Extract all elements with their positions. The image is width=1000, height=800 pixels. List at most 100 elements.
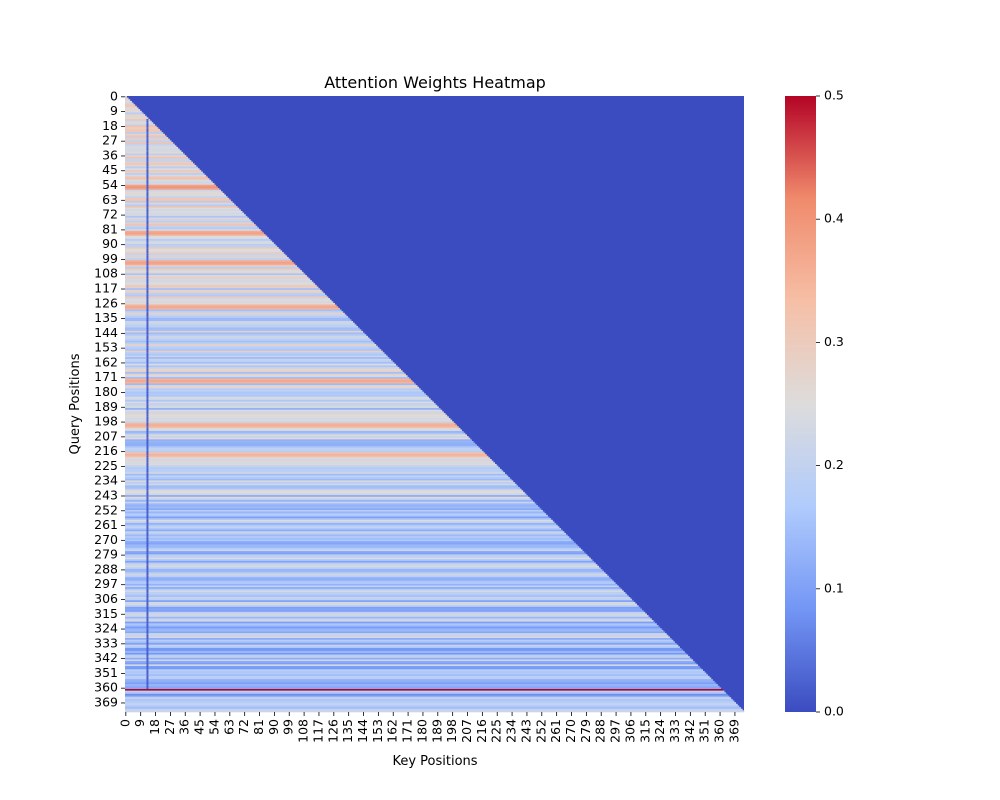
heatmap-low-cell [146,577,149,580]
heatmap-low-cell [146,685,149,688]
heatmap-low-cell [146,140,149,143]
heatmap-row [125,367,400,369]
y-tick-label: 342 [94,650,118,665]
heatmap-low-cell [146,537,149,540]
heatmap-low-cell [146,370,149,373]
heatmap-row [125,380,413,383]
heatmap-row [125,283,316,286]
heatmap-low-cell [146,210,149,213]
heatmap-low-cell [146,363,149,366]
heatmap-row [125,532,567,535]
heatmap-row [125,334,367,337]
heatmap-low-cell [146,192,149,195]
heatmap-low-cell [146,380,149,383]
heatmap-low-cell [146,629,149,632]
heatmap-low-cell [146,457,149,460]
heatmap-row [125,388,421,391]
heatmap-low-cell [146,574,149,576]
heatmap-row [125,373,406,376]
heatmap-row [125,465,499,468]
heatmap-low-cell [146,585,149,588]
heatmap-low-cell [146,404,149,407]
heatmap-row [125,368,401,371]
heatmap-row [125,220,253,223]
heatmap-row [125,233,266,236]
heatmap-row [125,353,387,356]
y-tick-label: 126 [94,295,118,310]
heatmap-low-cell [146,429,149,432]
heatmap-row [125,214,246,217]
heatmap-row [125,161,193,164]
heatmap-low-cell [146,562,149,565]
heatmap-low-cell [146,373,149,376]
heatmap-low-cell [146,421,149,424]
heatmap-row [125,304,337,307]
heatmap-low-cell [146,189,149,192]
x-tick-label: 108 [296,719,311,743]
heatmap-row [125,143,175,146]
heatmap-low-cell [146,278,149,281]
heatmap-row [125,127,159,130]
heatmap-low-cell [146,667,149,670]
heatmap-low-cell [146,187,149,190]
heatmap-row [125,421,454,424]
heatmap-row [125,519,553,522]
heatmap-low-cell [146,194,149,197]
heatmap-row [125,587,621,590]
heatmap-row [125,534,568,537]
heatmap-low-cell [146,294,149,297]
heatmap-row [125,582,616,585]
heatmap-low-cell [146,680,149,683]
heatmap-low-cell [146,662,149,665]
heatmap-low-cell [146,388,149,391]
y-tick-label: 306 [94,591,118,606]
heatmap-low-cell [146,238,149,241]
heatmap-row [125,611,646,614]
heatmap-row [125,261,294,264]
colorbar-tick-label: 0.5 [824,88,844,103]
heatmap-low-cell [146,347,149,350]
heatmap-row [125,416,449,419]
heatmap-row [125,271,304,274]
heatmap-row [125,381,415,384]
heatmap-row [125,317,350,320]
heatmap-row [125,153,185,156]
heatmap-low-cell [146,532,149,535]
heatmap-row [125,209,241,212]
heatmap-row [125,488,522,491]
heatmap-row [125,442,476,445]
x-tick-label: 189 [429,719,444,743]
heatmap-low-cell [146,381,149,384]
heatmap-low-cell [146,166,149,169]
heatmap-row [125,496,530,499]
heatmap-row [125,661,695,664]
heatmap-row [125,399,433,402]
heatmap-low-cell [146,291,149,294]
heatmap-low-cell [146,255,149,258]
heatmap-row [125,526,560,529]
heatmap-low-cell [146,597,149,599]
heatmap-row [125,472,505,475]
heatmap-row [125,110,142,113]
heatmap-low-cell [146,523,149,526]
heatmap-row [125,135,167,138]
heatmap-low-cell [146,654,149,657]
heatmap-low-cell [146,150,149,153]
heatmap-row [125,378,411,381]
heatmap-row [125,141,174,144]
heatmap-low-cell [146,649,149,652]
y-tick-label: 351 [94,665,118,680]
heatmap-low-cell [146,242,149,245]
heatmap-low-cell [146,500,149,503]
heatmap-row [125,298,330,300]
heatmap-low-cell [146,603,149,606]
y-tick-label: 135 [94,310,118,325]
heatmap-row [125,238,271,241]
heatmap-row [125,179,212,182]
y-tick-label: 18 [102,118,118,133]
heatmap-row [125,629,664,632]
heatmap-low-cell [146,578,149,581]
heatmap-low-cell [146,644,149,647]
heatmap-row [125,707,741,710]
heatmap-low-cell [146,309,149,312]
